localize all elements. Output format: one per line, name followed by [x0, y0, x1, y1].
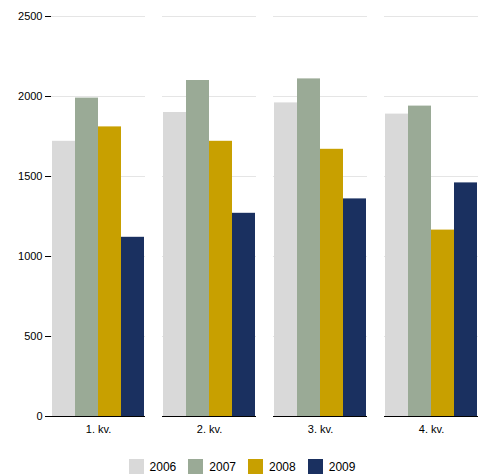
svg-text:2. kv.: 2. kv.: [197, 423, 222, 435]
svg-text:1000: 1000: [18, 250, 42, 262]
html-text:2008: 2008: [269, 459, 296, 474]
html-text:2007: 2007: [209, 459, 236, 474]
svg-text:2500: 2500: [18, 10, 42, 22]
svg-text:0: 0: [36, 410, 42, 422]
svg-text:2000: 2000: [18, 90, 42, 102]
svg-text:500: 500: [24, 330, 42, 342]
html-text:2009: 2009: [328, 459, 356, 474]
svg-text:1500: 1500: [18, 170, 42, 182]
svg-text:3. kv.: 3. kv.: [308, 423, 333, 435]
html-text:2006: 2006: [149, 459, 177, 474]
svg-text:1. kv.: 1. kv.: [86, 423, 111, 435]
svg-text:4. kv.: 4. kv.: [419, 423, 444, 435]
